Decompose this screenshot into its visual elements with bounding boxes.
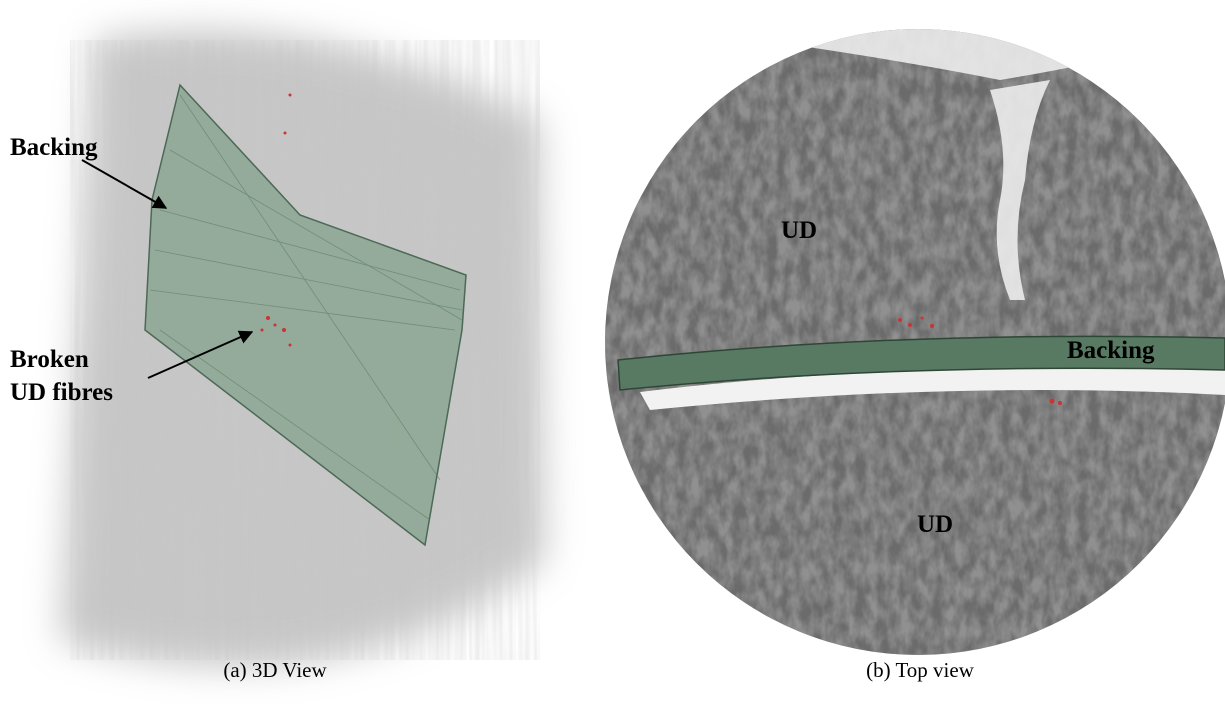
label-broken: Broken [10,346,89,373]
label-backing: Backing [1067,337,1155,364]
label-backing: Backing [10,134,98,161]
label-ud: UD [781,217,817,244]
panel-3d: Backing Broken UD fibres (a) 3D View [10,30,545,682]
panel-top: UD Backing UD (b) Top view [600,20,1225,682]
label-ud: UD [917,511,953,538]
caption: (a) 3D View [223,658,327,682]
figure: Backing Broken UD fibres (a) 3D View UD … [0,0,1225,704]
label-ud-fibres: UD fibres [10,379,113,406]
caption: (b) Top view [866,658,975,682]
